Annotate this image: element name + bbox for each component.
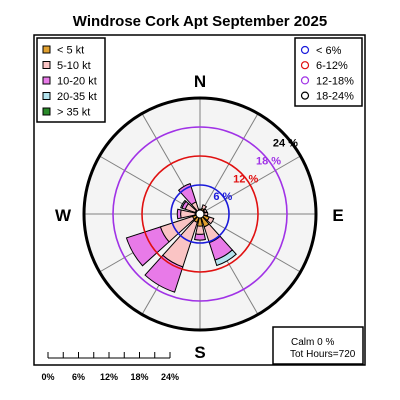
ring-24	[82, 96, 318, 332]
ring-label-24: 24 %	[273, 138, 298, 150]
compass-south: S	[194, 343, 205, 362]
speed-swatch-3	[42, 92, 51, 100]
scale-label-2: 12%	[100, 372, 118, 382]
ring-6	[170, 184, 230, 244]
scale-label-1: 6%	[72, 372, 85, 382]
frequency-legend-box	[294, 37, 363, 107]
frequency-legend: < 6% 6-12% 12-18% 18-24%	[294, 37, 363, 107]
speed-legend-label-3: 20-35 kt	[57, 91, 97, 103]
speed-swatch-1	[42, 61, 51, 69]
sector-180-class-1	[195, 225, 205, 235]
speed-legend-label-2: 10-20 kt	[57, 76, 97, 88]
compass-north: N	[194, 72, 206, 91]
calm-note-box	[272, 326, 364, 365]
ring-label-12: 12 %	[233, 173, 258, 185]
chart-title: Windrose Cork Apt September 2025	[73, 13, 327, 30]
speed-legend-label-4: > 35 kt	[57, 107, 90, 119]
speed-swatch-0	[42, 45, 51, 54]
calm-note: Calm 0 %Tot Hours=720	[272, 326, 364, 365]
scale-label-0: 0%	[41, 372, 54, 382]
speed-legend: < 5 kt 5-10 kt 10-20 kt 20-35 kt > 35 kt	[36, 37, 106, 123]
ring-18	[112, 126, 288, 302]
ring-layer	[82, 96, 318, 332]
total-hours-label: Tot Hours=720	[290, 349, 356, 360]
sector-180-class-0	[196, 213, 204, 227]
speed-legend-label-0: < 5 kt	[57, 45, 84, 57]
legend-layer: < 5 kt 5-10 kt 10-20 kt 20-35 kt > 35 kt < 6%…	[36, 37, 364, 382]
compass-west: W	[55, 206, 72, 225]
speed-legend-label-1: 5-10 kt	[57, 60, 91, 72]
scale-label-4: 24%	[161, 372, 179, 382]
center-hub	[195, 209, 205, 219]
speed-swatch-4	[42, 107, 51, 116]
frequency-legend-label-3: 18-24%	[316, 91, 354, 103]
calm-label: Calm 0 %	[291, 337, 334, 348]
frequency-legend-label-0: < 6%	[316, 45, 342, 57]
frequency-legend-label-2: 12-18%	[316, 75, 354, 87]
frequency-marker-2	[300, 76, 310, 85]
scale-label-3: 18%	[130, 372, 148, 382]
frequency-legend-label-1: 6-12%	[316, 60, 348, 72]
label-layer: 6 %12 % 18 % 24 % N S W E	[55, 72, 344, 362]
speed-swatch-2	[42, 76, 51, 85]
ring-label-6: 6 %	[213, 191, 232, 203]
scale-bar: 0% 6% 12% 18% 24%	[41, 352, 179, 382]
ring-12	[141, 155, 259, 273]
frequency-marker-1	[300, 61, 310, 70]
frequency-marker-3	[300, 91, 310, 100]
ring-label-18: 18 %	[256, 155, 281, 167]
frequency-marker-0	[300, 45, 310, 55]
plot-frame	[33, 34, 366, 366]
compass-east: E	[332, 206, 343, 225]
